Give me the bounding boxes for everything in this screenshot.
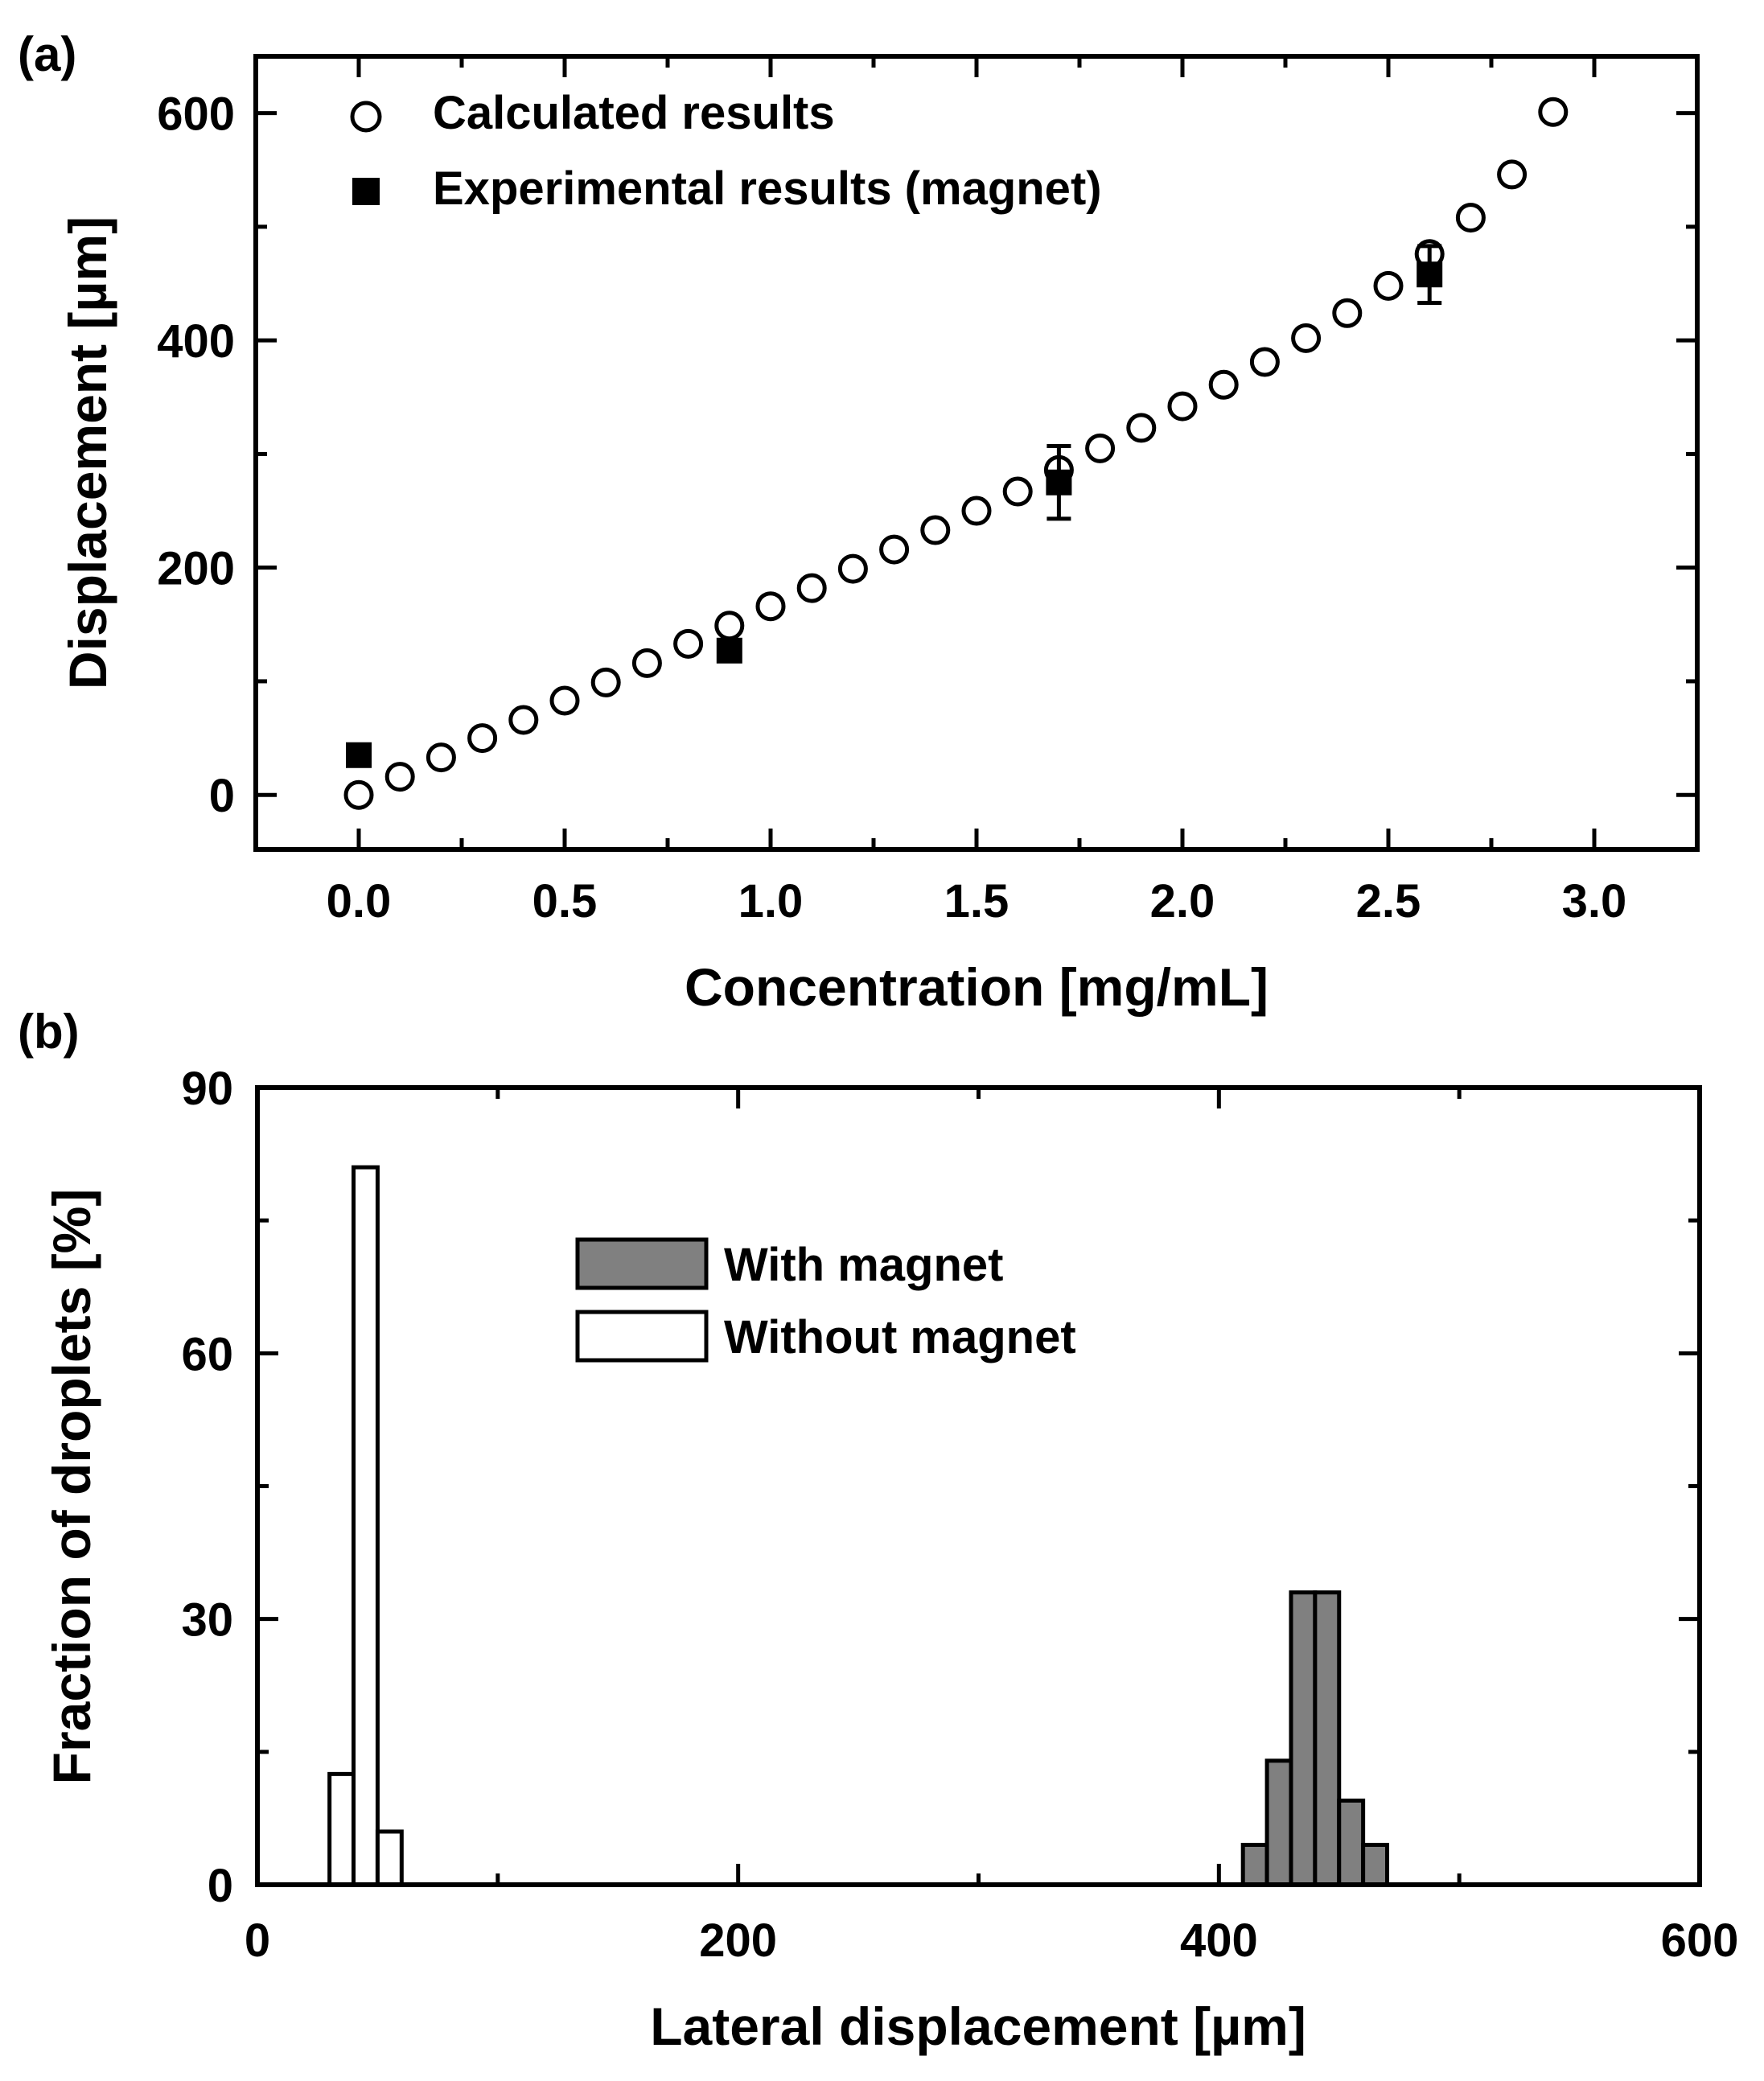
legend-experimental-marker bbox=[352, 178, 380, 205]
b-y-tick-label-0: 0 bbox=[208, 1860, 233, 1912]
panel-a-tick-labels: 0.0 0.5 1.0 1.5 2.0 2.5 3.0 0 200 400 600 bbox=[157, 88, 1626, 927]
panel-b-x-axis-label: Lateral displacement [µm] bbox=[650, 1997, 1306, 2056]
calculated-point-21 bbox=[1208, 369, 1239, 400]
panel-a-plot-frame bbox=[253, 54, 1700, 852]
calculated-point-20 bbox=[1167, 391, 1198, 422]
calculated-point-5 bbox=[549, 685, 580, 716]
calculated-point-6 bbox=[590, 667, 621, 697]
b-x-tick-label-400: 400 bbox=[1180, 1914, 1258, 1967]
calculated-point-3 bbox=[467, 723, 498, 754]
calculated-point-29 bbox=[1538, 97, 1569, 127]
a-y-tick-label-0: 0 bbox=[209, 770, 235, 822]
calculated-point-7 bbox=[631, 648, 662, 678]
without-magnet-bar-55 bbox=[375, 1829, 404, 1887]
a-x-tick-label-0: 0.0 bbox=[327, 875, 392, 927]
calculated-point-28 bbox=[1497, 159, 1528, 190]
panel-b-plot-frame bbox=[255, 1085, 1702, 1887]
experimental-point-1 bbox=[716, 637, 742, 664]
experimental-point-0 bbox=[346, 742, 372, 768]
calculated-point-22 bbox=[1249, 347, 1280, 377]
with-magnet-bar-455 bbox=[1337, 1798, 1366, 1887]
b-y-tick-label-60: 60 bbox=[181, 1328, 233, 1380]
with-magnet-bar-415 bbox=[1240, 1842, 1269, 1887]
calculated-point-19 bbox=[1126, 413, 1157, 443]
calculated-point-18 bbox=[1085, 433, 1116, 463]
with-magnet-bar-445 bbox=[1313, 1590, 1342, 1887]
b-y-tick-label-90: 90 bbox=[181, 1063, 233, 1115]
experimental-point-3 bbox=[1417, 261, 1443, 288]
legend-with-magnet-swatch bbox=[575, 1237, 709, 1290]
calculated-point-4 bbox=[508, 705, 539, 735]
calculated-point-25 bbox=[1373, 270, 1404, 301]
without-magnet-bar-45 bbox=[352, 1165, 380, 1887]
b-x-tick-label-200: 200 bbox=[699, 1914, 777, 1967]
panel-a-y-axis-label: Displacement [µm] bbox=[58, 216, 117, 689]
a-x-tick-label-1_5: 1.5 bbox=[944, 875, 1009, 927]
calculated-point-10 bbox=[755, 591, 786, 622]
calculated-point-1 bbox=[384, 762, 415, 792]
a-x-tick-label-3: 3.0 bbox=[1562, 875, 1627, 927]
calculated-point-16 bbox=[1002, 476, 1033, 507]
legend-calculated-label: Calculated results bbox=[433, 87, 835, 139]
calculated-point-23 bbox=[1291, 323, 1322, 353]
a-x-tick-label-2: 2.0 bbox=[1150, 875, 1215, 927]
b-x-tick-label-600: 600 bbox=[1661, 1914, 1739, 1967]
b-x-tick-label-0: 0 bbox=[245, 1914, 270, 1967]
calculated-point-13 bbox=[879, 534, 910, 565]
a-y-tick-label-400: 400 bbox=[157, 315, 235, 368]
calculated-point-2 bbox=[426, 742, 456, 773]
legend-without-magnet-swatch bbox=[575, 1310, 709, 1363]
a-x-tick-label-1: 1.0 bbox=[738, 875, 804, 927]
panel-b-tick-labels: 0 200 400 600 0 30 60 90 bbox=[181, 1063, 1738, 1967]
panel-a-marks bbox=[343, 97, 1569, 810]
calculated-point-14 bbox=[920, 515, 951, 545]
panel-a-x-axis-label: Concentration [mg/mL] bbox=[685, 957, 1269, 1017]
panel-a-legend: Calculated results Experimental results … bbox=[350, 87, 1102, 215]
calculated-point-12 bbox=[837, 553, 868, 584]
panel-b-legend: With magnet Without magnet bbox=[575, 1237, 1076, 1363]
panel-a-label: (a) bbox=[18, 27, 76, 81]
panel-b-label: (b) bbox=[18, 1005, 80, 1059]
b-y-tick-label-30: 30 bbox=[181, 1594, 233, 1647]
panel-a: (a) 0.0 0.5 1.0 1.5 2.0 2.5 3.0 0 200 400 600 Conc… bbox=[18, 27, 1700, 1017]
with-magnet-bar-465 bbox=[1361, 1842, 1390, 1887]
calculated-point-8 bbox=[673, 628, 704, 659]
calculated-point-24 bbox=[1332, 298, 1363, 328]
experimental-point-2 bbox=[1046, 469, 1072, 496]
with-magnet-bar-435 bbox=[1289, 1590, 1318, 1887]
with-magnet-bar-425 bbox=[1264, 1758, 1293, 1887]
calculated-point-27 bbox=[1455, 203, 1486, 233]
a-y-tick-label-200: 200 bbox=[157, 543, 235, 595]
without-magnet-bar-35 bbox=[327, 1771, 356, 1887]
panel-b-y-axis-label: Fraction of droplets [%] bbox=[42, 1189, 101, 1785]
a-x-tick-label-2_5: 2.5 bbox=[1356, 875, 1421, 927]
calculated-point-11 bbox=[796, 573, 827, 603]
a-y-tick-label-600: 600 bbox=[157, 88, 235, 141]
panel-b: (b) 0 200 400 600 0 30 60 90 Lateral displaceme… bbox=[18, 1005, 1738, 2056]
calculated-point-15 bbox=[961, 496, 992, 526]
legend-without-magnet-label: Without magnet bbox=[724, 1311, 1076, 1363]
legend-with-magnet-label: With magnet bbox=[724, 1239, 1003, 1291]
calculated-point-0 bbox=[343, 779, 374, 810]
a-x-tick-label-0_5: 0.5 bbox=[532, 875, 598, 927]
legend-calculated-marker bbox=[350, 101, 382, 133]
legend-experimental-label: Experimental results (magnet) bbox=[433, 162, 1102, 215]
